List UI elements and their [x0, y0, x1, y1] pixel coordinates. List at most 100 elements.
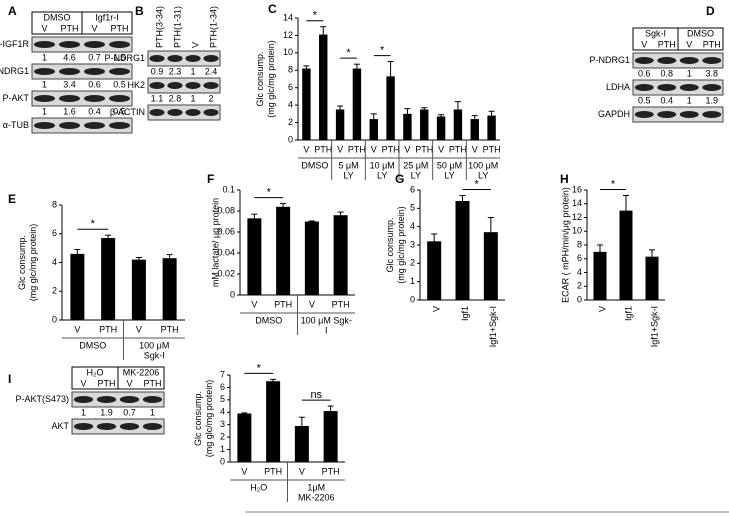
y-tick-label: 0.02 [217, 268, 235, 278]
quant-label: 1 [687, 68, 692, 78]
y-tick-label: 8 [288, 65, 293, 75]
x-tick-label: Igf1 [460, 306, 470, 321]
group-label: Sgk-I [645, 28, 666, 38]
y-axis-label: (mg glc/mg protein) [204, 380, 214, 458]
group-label: Igf1r-I [95, 12, 119, 22]
y-axis-label: Glc consump. [255, 51, 265, 106]
x-tick-label: PTH [483, 144, 501, 154]
y-tick-label: 12 [283, 30, 293, 40]
y-axis-label: ECAR ( mPH/min/μg protein) [560, 187, 570, 303]
group-label: LY [343, 170, 353, 180]
blot-signal [59, 122, 80, 129]
bar [645, 256, 659, 300]
bar [427, 241, 442, 300]
bar [593, 251, 607, 300]
lane-label: V [41, 23, 47, 33]
quant-label: 0.9 [151, 66, 164, 76]
lane-label: PTH [703, 39, 721, 49]
panel-letter: D [706, 4, 715, 18]
bar [335, 109, 345, 140]
y-tick-label: 5 [220, 394, 225, 404]
group-label: Sgk-I [144, 350, 165, 360]
y-tick-label: 4 [577, 267, 582, 277]
row-label: AKT [51, 421, 69, 431]
group-label: 100 μM [139, 340, 169, 350]
quant-label: 1 [687, 95, 692, 105]
blot-signal [149, 82, 165, 89]
bar [302, 68, 311, 140]
blot-band [31, 90, 133, 107]
blot-signal [96, 423, 117, 430]
row-label: LDHA [606, 82, 630, 92]
y-tick-label: 16 [572, 184, 582, 194]
blot-band [31, 36, 133, 53]
bar [386, 76, 395, 140]
x-tick-label: V [299, 466, 305, 476]
blot-signal [109, 41, 130, 48]
bar [162, 258, 177, 320]
y-tick-label: 0 [220, 456, 225, 466]
group-label: MK-2206 [123, 367, 160, 377]
bar [403, 113, 412, 140]
blot-signal [149, 55, 165, 62]
group-label: LY [478, 170, 488, 180]
x-tick-label: V [303, 144, 309, 154]
group-label: 100 μM [468, 160, 498, 170]
row-label: α-TUB [3, 120, 29, 130]
row-label: P-NDRG1 [589, 55, 630, 65]
x-tick-label: V [404, 144, 410, 154]
lane-label: V [80, 378, 86, 388]
blot-signal [96, 396, 117, 403]
row-label: β-ACTIN [110, 107, 145, 117]
y-tick-label: 2 [288, 117, 293, 127]
x-tick-label: V [432, 306, 442, 312]
y-axis-label: mM lactate/ μg protein [210, 198, 220, 287]
quant-label: 4.6 [63, 52, 76, 62]
blot-signal [679, 84, 699, 91]
quant-label: 0.5 [638, 95, 651, 105]
blot-signal [142, 423, 163, 430]
blot-signal [657, 84, 677, 91]
x-tick-label: V [241, 466, 247, 476]
x-tick-label: PTH [99, 324, 117, 334]
panel-letter: C [268, 2, 277, 16]
panel-letter: F [207, 172, 214, 186]
group-label: 10 μM [370, 160, 395, 170]
blot-signal [634, 57, 654, 64]
blot-signal [167, 55, 183, 62]
bar [483, 232, 498, 300]
y-tick-label: 2 [410, 258, 415, 268]
group-label: DMSO [79, 340, 106, 350]
x-tick-label: V [337, 144, 343, 154]
y-tick-label: 0.04 [217, 247, 235, 257]
lane-label: V [126, 378, 132, 388]
quant-label: 0.5 [113, 106, 126, 116]
y-tick-label: 6 [410, 184, 415, 194]
blot-signal [203, 82, 219, 89]
group-label: 5 μM [338, 160, 358, 170]
group-label: H₂O [250, 482, 267, 492]
blot-signal [679, 111, 699, 118]
blot-signal [109, 68, 130, 75]
x-tick-label: PTH [161, 324, 179, 334]
lane-label: V [91, 23, 97, 33]
quant-label: 0.7 [123, 407, 136, 417]
y-tick-label: 6 [52, 228, 57, 238]
y-tick-label: 0 [230, 289, 235, 299]
x-tick-label: V [472, 144, 478, 154]
y-tick-label: 0.08 [217, 205, 235, 215]
quant-label: 0.5 [113, 79, 126, 89]
blot-band [147, 77, 221, 94]
y-tick-label: 1 [410, 276, 415, 286]
row-label: P-AKT(S473) [15, 394, 69, 404]
bar [453, 109, 463, 140]
quant-label: 1 [42, 106, 47, 116]
blot-signal [702, 84, 722, 91]
lane-label: PTH [111, 23, 129, 33]
significance-label: * [313, 10, 318, 22]
blot-signal [59, 41, 80, 48]
blot-band [31, 63, 133, 80]
group-label: DMSO [301, 160, 328, 170]
bar [294, 425, 309, 462]
y-tick-label: 0.06 [217, 226, 235, 236]
